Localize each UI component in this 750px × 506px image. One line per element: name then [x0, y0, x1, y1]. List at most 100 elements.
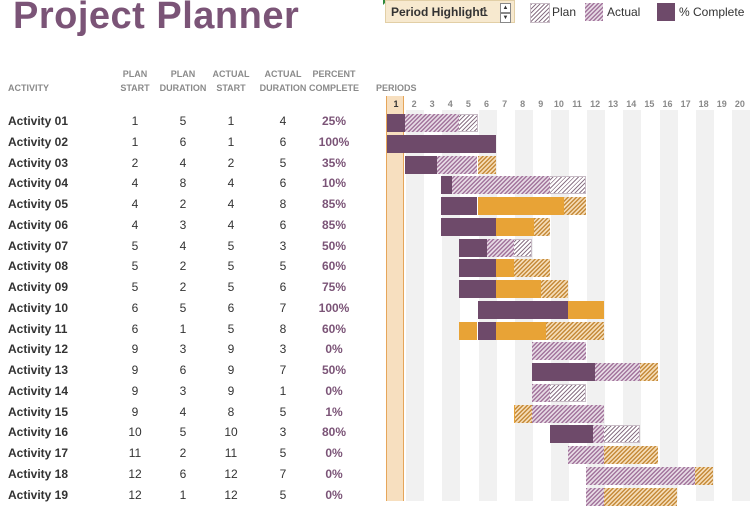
period-column: [695, 110, 714, 501]
gantt-bar-actual: [387, 114, 460, 132]
plan-start: 5: [131, 280, 139, 294]
percent-complete: 85%: [321, 197, 347, 211]
plan-start: 9: [131, 383, 139, 398]
percent-complete: 75%: [321, 280, 347, 294]
activity-name: Activity 06: [8, 217, 69, 232]
activity-name: Activity 12: [8, 342, 69, 357]
gantt-bar-complete: [387, 134, 496, 153]
legend-complete-label: % Complete: [679, 5, 745, 19]
percent-complete: 100%: [318, 134, 350, 149]
page-title: Project Planner: [13, 0, 300, 37]
actual-start: 9: [227, 363, 235, 377]
percent-complete: 50%: [321, 238, 347, 253]
gantt-bar-actual: [568, 446, 605, 464]
plan-start: 1: [131, 134, 139, 149]
actual-duration: 7: [279, 466, 287, 481]
spin-up-icon[interactable]: ▲: [500, 3, 511, 13]
percent-complete: 0%: [325, 466, 343, 481]
percent-complete: 10%: [321, 176, 347, 191]
period-highlight-value[interactable]: 1: [481, 4, 489, 19]
plan-duration: 4: [179, 238, 187, 253]
period-number: 14: [626, 99, 637, 109]
period-column: [406, 110, 425, 501]
plan-duration: 3: [179, 383, 187, 398]
period-number: 15: [644, 99, 655, 109]
actual-duration: 5: [279, 487, 287, 502]
gantt-bar-over: [477, 197, 565, 215]
period-number: 4: [447, 99, 453, 109]
percent-complete: 1%: [325, 404, 343, 419]
plan-duration: 2: [179, 197, 187, 211]
gantt-bar-complete: [531, 363, 596, 381]
gantt-bar-complete: [459, 259, 496, 278]
header-percent-complete: PERCENT COMPLETE: [308, 69, 359, 93]
gantt-bar-complete: [477, 300, 568, 319]
percent-complete: 50%: [321, 363, 347, 377]
activity-name: Activity 07: [8, 238, 69, 253]
gantt-bar-overhatch: [513, 404, 532, 423]
period-number: 5: [465, 99, 471, 109]
gantt-bar-over: [513, 404, 515, 423]
activity-name: Activity 18: [8, 466, 69, 481]
percent-complete: 0%: [325, 446, 343, 460]
period-highlight-label: Period Highlight:: [391, 5, 488, 19]
gantt-bar-complete: [387, 114, 406, 132]
header-actual-duration: ACTUAL DURATION: [259, 69, 307, 93]
plan-duration: 8: [179, 176, 187, 191]
plan-duration: 1: [179, 321, 187, 336]
actual-start: 1: [227, 134, 235, 149]
spin-down-icon[interactable]: ▼: [500, 13, 511, 23]
actual-start: 12: [224, 487, 238, 502]
period-number: 13: [608, 99, 619, 109]
actual-duration: 6: [279, 134, 287, 149]
gantt-bar-complete: [441, 217, 496, 236]
activity-name: Activity 02: [8, 134, 69, 149]
percent-complete: 85%: [321, 217, 347, 232]
activity-name: Activity 04: [8, 176, 69, 191]
actual-start: 6: [227, 300, 235, 315]
gantt-bar-complete: [441, 197, 478, 215]
plan-start: 10: [128, 425, 142, 440]
activity-name: Activity 19: [8, 487, 69, 502]
gantt-bar-over: [495, 321, 547, 340]
activity-name: Activity 09: [8, 280, 69, 294]
period-number: 19: [716, 99, 727, 109]
plan-start: 9: [131, 363, 139, 377]
actual-start: 11: [224, 446, 238, 460]
gantt-bar-complete: [477, 321, 496, 340]
gantt-bar-overhatch: [604, 487, 677, 506]
actual-start: 4: [227, 176, 235, 191]
actual-duration: 6: [279, 280, 287, 294]
activity-name: Activity 16: [8, 425, 69, 440]
period-number: 11: [572, 99, 582, 109]
period-number: 17: [680, 99, 691, 109]
period-column: [659, 110, 678, 501]
highlighted-period-column: [386, 96, 404, 501]
gantt-bar-actual: [531, 404, 605, 423]
actual-duration: 3: [279, 238, 287, 253]
gantt-bar-overhatch: [604, 446, 659, 464]
actual-start: 2: [227, 155, 235, 170]
gantt-bar-over: [568, 300, 605, 319]
period-number: 12: [590, 99, 601, 109]
gantt-bar-actual: [586, 487, 605, 506]
plan-duration: 2: [179, 446, 187, 460]
percent-complete: 0%: [325, 487, 343, 502]
plan-duration: 1: [179, 487, 187, 502]
plan-duration: 2: [179, 280, 187, 294]
percent-complete: 80%: [321, 425, 347, 440]
plan-duration: 6: [179, 134, 187, 149]
period-highlight-control[interactable]: Period Highlight: 1 ▲ ▼: [385, 0, 515, 23]
activity-name: Activity 01: [8, 114, 69, 128]
plan-start: 4: [131, 217, 139, 232]
actual-duration: 3: [279, 342, 287, 357]
period-number: 2: [411, 99, 417, 109]
activity-name: Activity 05: [8, 197, 69, 211]
plan-start: 5: [131, 259, 139, 274]
header-activity: ACTIVITY: [8, 83, 50, 93]
actual-duration: 7: [279, 363, 287, 377]
plan-start: 6: [131, 321, 139, 336]
plan-start: 4: [131, 176, 139, 191]
plan-swatch-icon: [530, 3, 550, 23]
plan-duration: 4: [179, 155, 187, 170]
